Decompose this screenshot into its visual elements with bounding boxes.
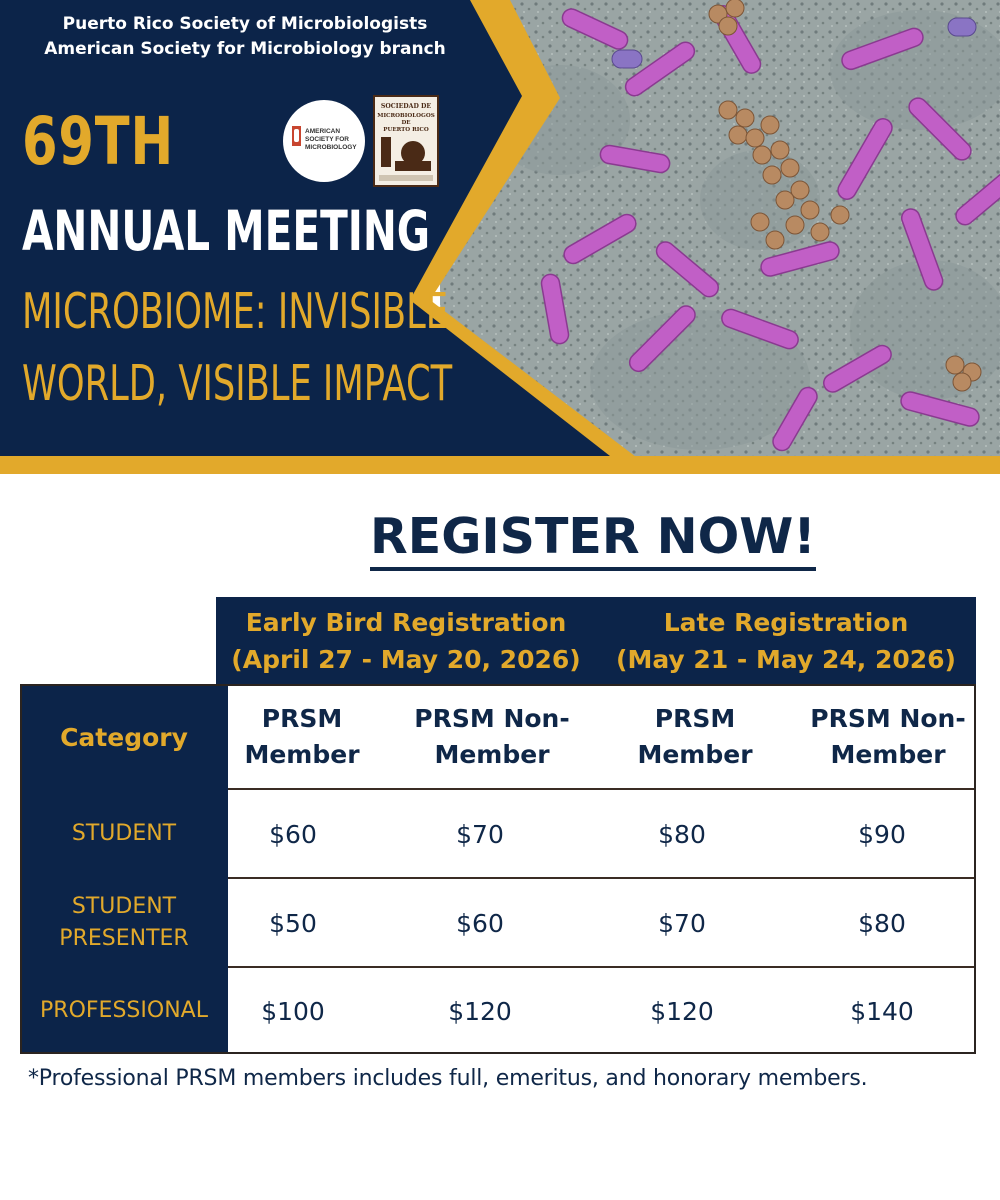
category-header: Category — [60, 722, 188, 752]
period-early-bird: Early Bird Registration (April 27 - May … — [216, 597, 596, 685]
gold-stripe — [0, 456, 1000, 478]
column-header-early-nonmember: PRSM Non- Member — [386, 684, 598, 790]
footnote: *Professional PRSM members includes full… — [28, 1066, 868, 1091]
price-cell: $50 — [269, 908, 317, 938]
row-divider — [228, 877, 976, 879]
category-column — [20, 684, 228, 1054]
price-cell: $70 — [658, 908, 706, 938]
period-dates: (April 27 - May 20, 2026) — [231, 645, 581, 674]
price-cell: $90 — [858, 819, 906, 849]
price-cell: $60 — [456, 908, 504, 938]
bacteria-rods — [540, 5, 1000, 452]
price-cell: $120 — [650, 996, 714, 1026]
category-professional: PROFESSIONAL — [20, 968, 228, 1054]
column-header-late-member: PRSM Member — [610, 684, 780, 790]
svg-text:SOCIEDAD DE: SOCIEDAD DE — [381, 103, 431, 110]
header-line: PRSM — [261, 704, 343, 733]
price-cell: $140 — [850, 996, 914, 1026]
category-student: STUDENT — [20, 790, 228, 878]
asm-logo-text: AMERICAN SOCIETY FOR MICROBIOLOGY — [305, 128, 357, 151]
price-cell: $80 — [658, 819, 706, 849]
period-dates: (May 21 - May 24, 2026) — [616, 645, 956, 674]
column-header-early-member: PRSM Member — [228, 684, 376, 790]
table-border — [20, 684, 976, 1054]
period-header-band — [216, 597, 976, 685]
category-label: PROFESSIONAL — [40, 998, 208, 1023]
register-title: REGISTER NOW! — [370, 508, 816, 571]
org-name: Puerto Rico Society of Microbiologists — [62, 14, 428, 34]
org-branch: American Society for Microbiology branch — [44, 39, 446, 59]
svg-text:PUERTO RICO: PUERTO RICO — [383, 127, 429, 133]
svg-text:MICROBIOLOGOS: MICROBIOLOGOS — [377, 113, 435, 119]
prsm-logo: SOCIEDAD DE MICROBIOLOGOS DE PUERTO RICO — [373, 95, 439, 187]
banner-background — [0, 0, 1000, 478]
price-cell: $120 — [448, 996, 512, 1026]
column-header-late-nonmember: PRSM Non- Member — [782, 684, 994, 790]
bacteria-cocci — [708, 0, 982, 392]
theme-line-1: MICROBIOME: INVISIBLE — [22, 283, 449, 340]
period-name: Late Registration — [663, 608, 909, 637]
category-label: STUDENT — [71, 821, 177, 846]
row-divider — [228, 966, 976, 968]
meeting-edition: 69TH — [22, 103, 175, 180]
header-line: Member — [434, 740, 550, 769]
organization-names: Puerto Rico Society of Microbiologists A… — [0, 12, 490, 62]
price-cell: $70 — [456, 819, 504, 849]
category-student-presenter: STUDENT PRESENTER — [20, 879, 228, 967]
meeting-title: ANNUAL MEETING — [22, 199, 431, 263]
header-line: PRSM Non- — [414, 704, 570, 733]
header-line: Member — [244, 740, 360, 769]
header-line: Member — [830, 740, 946, 769]
period-name: Early Bird Registration — [245, 608, 567, 637]
period-late: Late Registration (May 21 - May 24, 2026… — [596, 597, 976, 685]
price-cell: $60 — [269, 819, 317, 849]
meeting-theme: MICROBIOME: INVISIBLE WORLD, VISIBLE IMP… — [22, 276, 452, 420]
register-heading: REGISTER NOW! — [370, 507, 890, 571]
header-line: PRSM Non- — [810, 704, 966, 733]
svg-text:DE: DE — [401, 120, 410, 126]
asm-logo: AMERICAN SOCIETY FOR MICROBIOLOGY — [283, 100, 365, 182]
price-cell: $100 — [261, 996, 325, 1026]
price-cell: $80 — [858, 908, 906, 938]
header-banner: Puerto Rico Society of Microbiologists A… — [0, 0, 1000, 478]
category-label: STUDENT — [71, 894, 177, 919]
row-divider — [228, 788, 976, 790]
header-line: Member — [637, 740, 753, 769]
header-line: PRSM — [654, 704, 736, 733]
category-label: PRESENTER — [59, 926, 189, 951]
theme-line-2: WORLD, VISIBLE IMPACT — [22, 355, 453, 412]
navy-panel — [0, 0, 610, 456]
microscope-icon — [292, 126, 301, 146]
